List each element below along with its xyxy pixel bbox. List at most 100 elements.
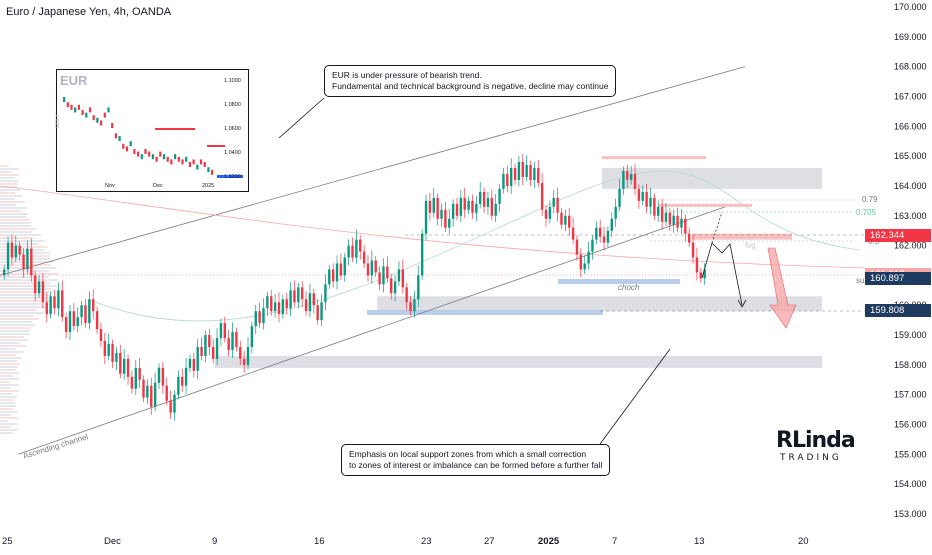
profile-bar <box>0 414 11 416</box>
candle-body <box>246 346 250 365</box>
x-tick-label: 13 <box>694 536 705 547</box>
inset-side-label: DAILY <box>55 113 62 129</box>
inset-candle <box>159 151 162 157</box>
inset-x-tick: Nov <box>105 183 115 189</box>
candle-body <box>695 257 699 273</box>
candle-body <box>343 257 346 276</box>
candle-body <box>684 218 687 234</box>
zones <box>215 156 822 368</box>
candle-body <box>653 197 656 216</box>
top-callout-line-1: EUR is under pressure of bearish trend. <box>332 70 482 80</box>
profile-bar <box>0 180 19 182</box>
y-tick-label: 166.000 <box>894 121 927 131</box>
candle-body <box>513 168 517 180</box>
candle-body <box>680 218 683 228</box>
candle-body <box>157 367 161 383</box>
x-tick-label: 23 <box>421 536 432 547</box>
candle-body <box>463 197 466 210</box>
inset-candle <box>137 151 140 157</box>
inset-candle <box>81 110 84 115</box>
profile-bar <box>0 279 58 281</box>
profile-bar <box>0 237 34 239</box>
zone-support-gray <box>377 296 822 312</box>
inset-x-tick: 2025 <box>202 183 214 189</box>
profile-bar <box>0 189 21 191</box>
candle-body <box>289 290 292 309</box>
candle-body <box>629 174 633 180</box>
profile-bar <box>0 369 17 371</box>
candle-body <box>633 174 637 189</box>
y-tick-label: 159.000 <box>894 330 927 340</box>
candle-body <box>196 346 199 371</box>
candle-body <box>657 206 660 216</box>
profile-bar <box>0 333 30 335</box>
profile-bar <box>0 213 29 215</box>
candle-body <box>6 242 10 270</box>
candle-body <box>254 311 257 327</box>
candle-body <box>486 197 490 207</box>
x-tick-label: 16 <box>314 536 325 547</box>
inset-candle <box>144 149 147 154</box>
profile-bar <box>0 342 20 344</box>
candle-body <box>208 335 211 347</box>
y-tick-label: 153.000 <box>894 509 927 519</box>
candle-body <box>188 358 192 368</box>
zone-fib-red <box>658 203 752 207</box>
inset-candle <box>63 97 66 102</box>
profile-bar <box>0 291 53 293</box>
x-tick-label: 20 <box>798 536 809 547</box>
profile-bar <box>0 327 31 329</box>
candle-body <box>591 239 594 252</box>
fib-079-label: 0.79 <box>862 195 878 204</box>
zone-blue-choch <box>558 279 680 284</box>
inset-candle <box>133 149 136 154</box>
inset-candle <box>122 143 125 149</box>
profile-bar <box>0 219 30 221</box>
price-badge-current: 162.344 <box>865 228 931 242</box>
candle-body <box>521 162 524 177</box>
candle-body <box>76 317 79 327</box>
candle-body <box>122 358 126 374</box>
candle-body <box>169 400 172 413</box>
y-tick-label: 168.000 <box>894 62 927 72</box>
profile-bar <box>0 303 43 305</box>
profile-bar <box>0 423 18 425</box>
profile-bar <box>0 345 26 347</box>
profile-bar <box>0 270 50 272</box>
candle-body <box>153 382 157 407</box>
candle-body <box>537 168 540 183</box>
y-tick-label: 162.000 <box>894 241 927 251</box>
y-tick-label: 154.000 <box>894 479 927 489</box>
inset-candle <box>111 123 114 128</box>
profile-bar <box>0 273 58 275</box>
time-axis: 25 Dec 9 16 23 27 2025 7 13 20 <box>0 528 932 550</box>
candle-body <box>347 245 350 258</box>
candle-body <box>544 209 548 219</box>
profile-bar <box>0 177 15 179</box>
inset-candle <box>177 156 180 162</box>
candle-body <box>552 197 555 207</box>
candle-body <box>45 302 48 315</box>
candle-body <box>115 352 118 362</box>
candle-body <box>328 269 331 285</box>
candle-body <box>482 191 486 207</box>
inset-level-red-2 <box>207 145 225 147</box>
chart-title: Euro / Japanese Yen, 4h, OANDA <box>6 6 172 18</box>
price-badge-level: 160.897 <box>865 271 931 285</box>
candle-body <box>92 299 95 312</box>
candle-body <box>420 233 424 276</box>
candle-body <box>583 263 586 270</box>
candle-body <box>498 188 501 204</box>
candle-body <box>355 239 358 258</box>
candle-body <box>266 296 269 309</box>
y-tick-label: 167.000 <box>894 91 927 101</box>
candle-body <box>235 332 238 347</box>
choch-label: choch <box>618 283 640 292</box>
profile-bar <box>0 171 12 173</box>
candle-body <box>53 296 56 309</box>
bottom-callout: Emphasis on local support zones from whi… <box>341 444 611 476</box>
profile-bar <box>0 246 48 248</box>
inset-candle <box>118 136 121 141</box>
candle-body <box>99 329 103 342</box>
